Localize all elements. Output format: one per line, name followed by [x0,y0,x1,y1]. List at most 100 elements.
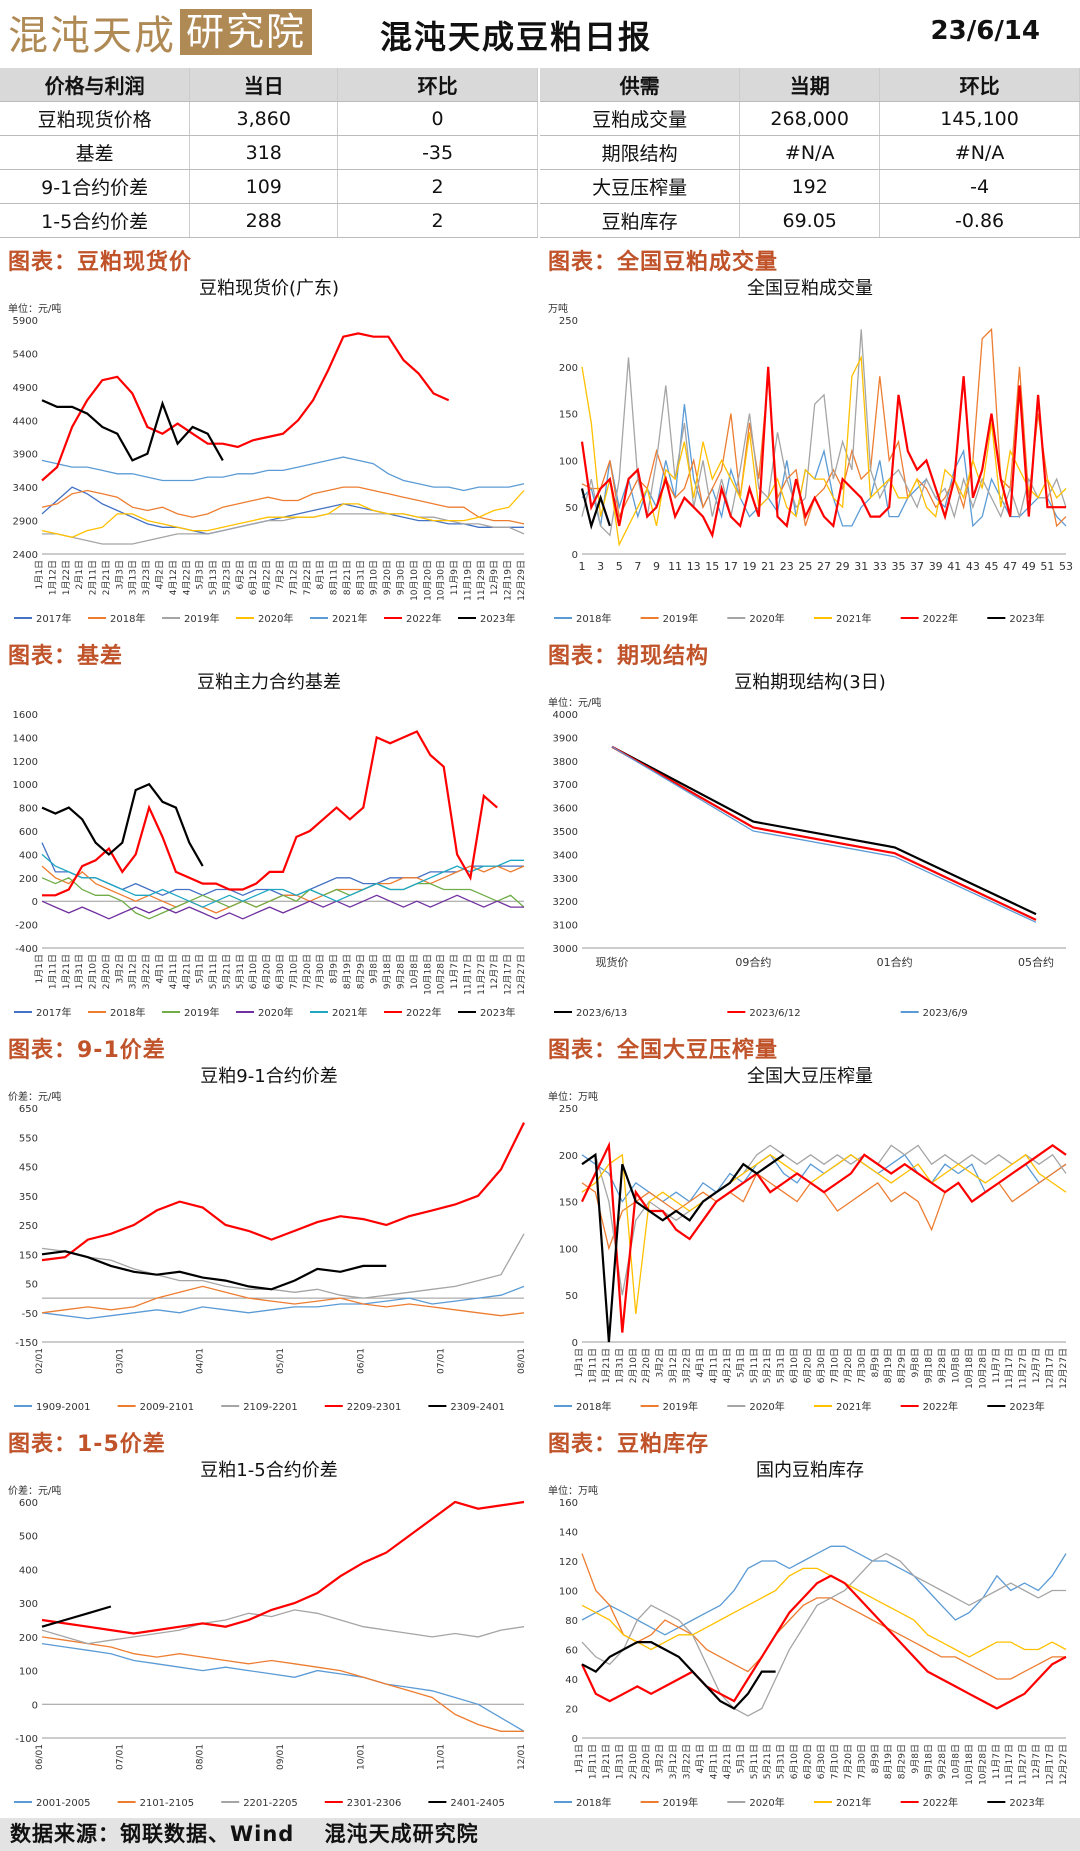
chart-title: 豆粕现货价(广东) [199,278,339,299]
x-tick-label: 2月1日 [74,560,85,589]
series-line-0 [41,1642,525,1732]
price-profit-table: 价格与利润 当日 环比 豆粕现货价格 3,860 0 基差 318 -35 9-1合约价差 109 2… [0,68,538,238]
x-tick-label: 5月21日 [221,954,232,989]
table-header: 环比 [879,68,1080,102]
series-line-6 [41,782,204,867]
x-tick-label: 9月18日 [382,954,393,989]
table-header: 供需 [540,68,741,102]
x-tick-label: 35 [891,560,905,573]
x-tick-label: 9月8日 [910,1744,921,1773]
y-tick-label: 400 [19,850,38,861]
legend-label: 2019年 [184,1006,219,1019]
series-line-1 [581,1553,1066,1680]
y-tick-label: 300 [19,1599,38,1610]
x-tick-label: 3月3日 [114,560,125,589]
x-tick-label: 7月22日 [302,560,313,595]
row-label: 豆粕成交量 [540,101,741,136]
x-tick-label: 5月3日 [195,560,206,589]
x-tick-label: 7月20日 [843,1744,854,1779]
legend-label: 2021年 [836,612,871,625]
x-tick-label: 4月1日 [695,1744,706,1773]
table-row: 基差 318 -35 [0,135,538,170]
x-tick-label: 53 [1059,560,1073,573]
series-line-1 [41,1285,525,1317]
legend-label: 2022年 [406,612,441,625]
series-line-2 [581,1144,1067,1296]
table-header: 价格与利润 [0,68,191,102]
x-tick-label: 4月21日 [181,954,192,989]
table-row: 期限结构 #N/A #N/A [540,135,1080,170]
series-line-5 [581,1152,785,1343]
x-tick-label: 9月8日 [910,1348,921,1377]
chart-unit: 单位：万吨 [548,1484,598,1497]
legend-label: 2018年 [110,1006,145,1019]
y-tick-label: -400 [15,944,38,955]
x-tick-label: 05合约 [1018,955,1054,969]
y-tick-label: 200 [19,874,38,885]
x-tick-label: 09/01 [276,1744,286,1770]
series-line-3 [581,1153,1067,1314]
row-label: 期限结构 [540,135,741,170]
x-tick-label: 9月28日 [937,1744,948,1779]
x-tick-label: 10月28日 [436,954,447,995]
x-tick-label: 3月2日 [655,1744,666,1773]
series-line-3 [581,1567,1067,1658]
x-tick-label: 1月1日 [574,1744,585,1773]
x-tick-label: 11月27日 [1018,1348,1029,1389]
table-header: 环比 [337,68,538,102]
x-tick-label: 8月29日 [355,954,366,989]
legend-label: 2022年 [923,1796,958,1809]
chart-title: 豆粕9-1合约价差 [200,1066,337,1087]
y-tick-label: 150 [19,1250,38,1261]
x-tick-label: 6月20日 [262,954,273,989]
x-tick-label: 9 [653,560,660,573]
x-tick-label: 11/01 [437,1744,447,1770]
series-line-3 [41,1500,525,1635]
y-tick-label: 0 [572,550,578,561]
legend-label: 2023/6/9 [923,1008,968,1019]
x-tick-label: 2月10日 [88,954,99,989]
x-tick-label: 3月12日 [668,1348,679,1383]
series-line-6 [41,399,224,462]
y-tick-label: 1200 [13,757,38,768]
row-value: #N/A [879,135,1080,170]
y-tick-label: 3400 [553,850,578,861]
row-value: 192 [739,169,881,204]
x-tick-label: 4月12日 [168,560,179,595]
x-tick-label: 47 [1003,560,1017,573]
chart-title: 全国大豆压榨量 [747,1066,873,1087]
chart-title: 国内豆粕库存 [756,1460,864,1481]
y-tick-label: 200 [559,363,578,374]
x-tick-label: 12月29日 [516,560,527,601]
x-tick-label: 7月10日 [829,1744,840,1779]
x-tick-label: 8月1日 [315,560,326,589]
x-tick-label: 5月31日 [235,954,246,989]
x-tick-label: 11月17日 [462,954,473,995]
x-tick-label: 5月11日 [749,1348,760,1383]
x-tick-label: 5月11日 [749,1744,760,1779]
x-tick-label: 6月22日 [262,560,273,595]
table-row: 豆粕成交量 268,000 145,100 [540,101,1080,136]
x-tick-label: 2月10日 [628,1348,639,1383]
x-tick-label: 5月21日 [762,1348,773,1383]
x-tick-label: 8月19日 [342,954,353,989]
series-line-0 [41,486,524,535]
y-tick-label: 350 [19,1192,38,1203]
legend-label: 2020年 [258,612,293,625]
panel-title: 图表：1-5价差 [8,1432,166,1457]
legend-label: 2021年 [332,612,367,625]
chart-panel-basis: 图表：基差 豆粕主力合约基差 -400 -200 0 200 400 600 800 1000 12… [0,634,538,1026]
series-line-1 [611,745,1037,921]
chart-svg-spot: 豆粕现货价(广东) 单位：元/吨 2400 2900 3400 3900 4400 4900 5… [8,278,527,625]
x-tick-label: 07/01 [115,1744,125,1770]
x-tick-label: 4月21日 [722,1348,733,1383]
x-tick-label: 04/01 [196,1348,206,1374]
series-line-2 [581,1552,1066,1717]
x-tick-label: 12月27日 [516,954,527,995]
row-label: 大豆压榨量 [540,169,741,204]
x-tick-label: 1月21日 [61,954,72,989]
chart-panel-inventory: 图表：豆粕库存 国内豆粕库存 单位：万吨 0 20 40 60 80 100 120 140 160 1… [540,1422,1080,1816]
series-line-2 [42,513,525,545]
legend-label: 2019年 [663,1796,698,1809]
x-tick-label: 5月31日 [776,1744,787,1779]
